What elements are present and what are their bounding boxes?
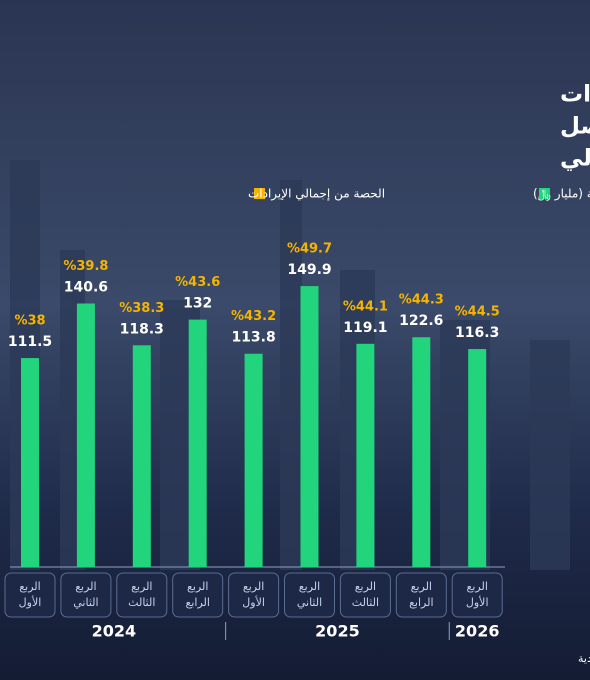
- category-label: الرابع: [409, 596, 433, 609]
- legend-label: الإيرادات غير النفطية (مليار ﷼): [533, 187, 590, 202]
- category-label: الربع: [466, 580, 487, 593]
- chart-title: السعودية فوق مستوى 40% للفصل: [560, 114, 590, 140]
- legend-swatch: [539, 188, 550, 199]
- category-label: الرابع: [185, 596, 209, 609]
- share-label: %43.2: [231, 309, 276, 324]
- share-label: %44.3: [399, 293, 444, 308]
- category-box: [284, 572, 335, 618]
- value-label: 113.8: [231, 330, 275, 346]
- value-label: 140.6: [64, 280, 108, 296]
- bar: [244, 353, 263, 567]
- bar: [76, 303, 95, 567]
- value-label: 149.9: [287, 262, 331, 278]
- bar: [300, 286, 319, 567]
- category-label: الربع: [355, 580, 376, 593]
- year-label: 2026: [455, 622, 500, 641]
- category-box: [451, 572, 503, 618]
- category-label: الأول: [466, 595, 489, 609]
- share-label: %49.7: [287, 242, 332, 257]
- bar: [356, 343, 375, 567]
- category-label: الأول: [19, 595, 42, 609]
- share-label: %38: [14, 314, 45, 329]
- value-label: 132: [183, 296, 212, 312]
- category-label: الربع: [187, 580, 208, 593]
- category-label: الربع: [299, 580, 320, 593]
- legend-label: الحصة من إجمالي الإيرادات: [248, 187, 385, 202]
- category-label: الربع: [411, 580, 432, 593]
- bar: [132, 345, 151, 567]
- value-label: 119.1: [343, 320, 387, 336]
- year-label: 2025: [315, 622, 360, 641]
- category-label: الثاني: [297, 596, 322, 609]
- category-label: الربع: [75, 580, 96, 593]
- chart-title: السادس على التوالي: [560, 146, 590, 172]
- category-label: الربع: [131, 580, 152, 593]
- category-label: الثاني: [73, 596, 98, 609]
- bar: [21, 358, 39, 567]
- category-box: [60, 572, 112, 618]
- chart-title: مساهمة الأنشطة غير النفطية في إيرادات: [560, 79, 590, 108]
- category-label: الربع: [19, 580, 40, 593]
- share-label: %43.6: [175, 275, 220, 290]
- share-label: %44.5: [455, 305, 500, 320]
- source: المصدر: بيانات وزارة المالية السعودية: [578, 652, 590, 665]
- value-label: 111.5: [8, 334, 52, 350]
- category-box: [116, 572, 168, 618]
- value-label: 122.6: [399, 313, 443, 329]
- bar: [188, 319, 207, 567]
- share-label: %39.8: [63, 259, 108, 274]
- share-label: %44.1: [343, 299, 388, 314]
- value-label: 116.3: [455, 325, 499, 341]
- category-label: الربع: [243, 580, 264, 593]
- bar: [468, 349, 487, 567]
- year-label: 2024: [92, 622, 137, 641]
- category-box: [172, 572, 224, 618]
- category-box: [339, 572, 391, 618]
- category-box: [228, 572, 280, 618]
- value-label: 118.3: [120, 321, 164, 337]
- share-label: %38.3: [119, 301, 164, 316]
- bar: [412, 337, 431, 567]
- category-box: [395, 572, 447, 618]
- legend-swatch: [254, 188, 265, 199]
- category-label: الثالث: [352, 596, 379, 609]
- category-box: [4, 572, 56, 618]
- category-label: الثالث: [128, 596, 155, 609]
- category-label: الأول: [242, 595, 265, 609]
